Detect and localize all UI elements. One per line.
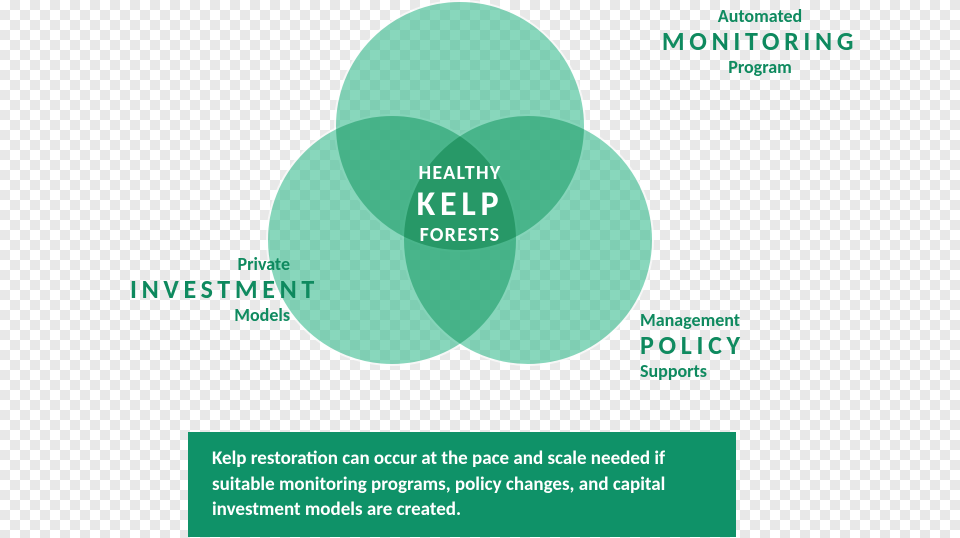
label-investment-big: INVESTMENT [130, 275, 290, 305]
label-policy: Management POLICY Supports [640, 310, 745, 381]
center-line2: KELP [360, 185, 560, 224]
label-policy-big: POLICY [640, 331, 745, 361]
label-policy-small1: Management [640, 310, 745, 331]
label-investment: Private INVESTMENT Models [130, 254, 290, 325]
center-line1: HEALTHY [360, 162, 560, 185]
center-line3: FORESTS [360, 224, 560, 247]
label-monitoring-small1: Automated [630, 6, 890, 27]
label-monitoring: Automated MONITORING Program [630, 6, 890, 77]
caption-box: Kelp restoration can occur at the pace a… [188, 432, 736, 537]
venn-center-label: HEALTHY KELP FORESTS [360, 162, 560, 247]
label-investment-small1: Private [130, 254, 290, 275]
label-policy-small2: Supports [640, 361, 745, 382]
label-monitoring-small2: Program [630, 57, 890, 78]
label-investment-small2: Models [130, 305, 290, 326]
label-monitoring-big: MONITORING [630, 27, 890, 57]
caption-text: Kelp restoration can occur at the pace a… [212, 447, 665, 521]
